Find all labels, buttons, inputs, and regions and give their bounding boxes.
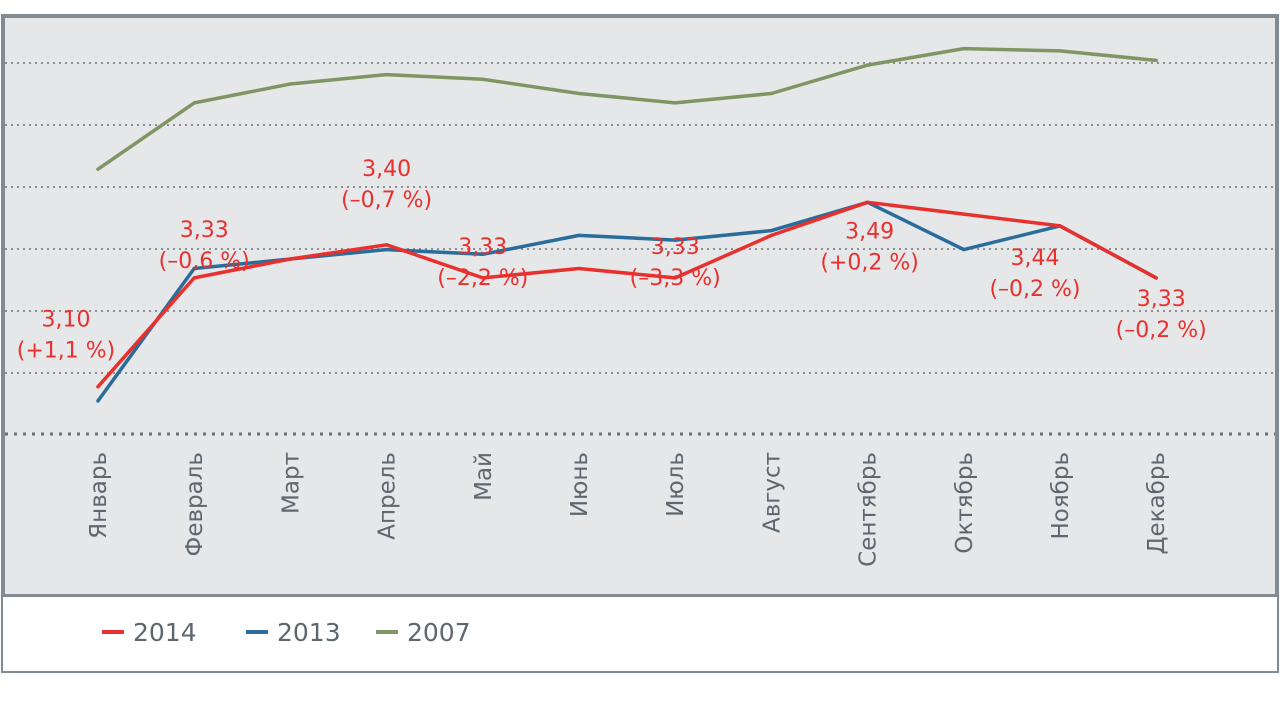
data-point-2014 [1154,276,1158,280]
series-lines [96,46,1158,403]
x-tick-label: Декабрь [1144,452,1170,554]
data-label-change: (–2,2 %) [437,266,528,291]
data-point-2013 [96,399,100,403]
data-point-2014 [96,385,100,389]
data-label-value: 3,33 [458,235,507,260]
data-point-2014 [192,276,196,280]
data-point-2014 [866,200,870,204]
x-tick-label: Июль [663,452,689,517]
data-point-2014 [769,233,774,237]
data-point-2014 [288,257,292,261]
data-point-2013 [385,247,389,252]
data-label-change: (–0,7 %) [341,188,432,213]
data-point-2007 [769,91,774,96]
data-label-change: (+0,2 %) [820,250,918,275]
data-labels: 3,10 (+1,1 %) 3,33 (–0,6 %) 3,40 (–0,7 %) 3,33… [17,157,1207,364]
data-point-2014 [1058,224,1062,228]
x-tick-label: Май [471,452,497,501]
legend-label: 2013 [277,618,341,647]
data-label-change: (+1,1 %) [17,339,115,364]
x-tick-label: Январь [86,452,112,539]
data-point-2007 [673,101,677,105]
data-label-value: 3,40 [362,157,411,182]
data-point-2014 [962,212,966,216]
data-point-2007 [962,46,966,51]
x-tick-label: Апрель [375,452,401,540]
data-point-2014 [481,276,485,280]
series-line-2014 [96,200,1158,389]
data-point-2014 [385,243,389,247]
data-label-value: 3,49 [845,219,894,244]
data-point-2014 [673,276,677,280]
data-point-2007 [1154,58,1158,62]
data-point-2007 [192,101,196,105]
x-tick-label: Февраль [182,452,208,556]
data-label-change: (–0,2 %) [1116,318,1207,343]
legend-label: 2007 [407,618,471,647]
data-point-2013 [673,238,677,242]
data-point-2014 [577,266,581,271]
data-label-value: 3,33 [180,218,229,243]
data-label-value: 3,33 [1137,287,1186,312]
series-line-2007 [96,46,1158,171]
x-tick-label: Август [759,452,785,533]
gridlines [5,62,1275,436]
plot-area [1,14,1279,598]
data-point-2007 [96,167,100,171]
legend-label: 2014 [133,618,197,647]
x-tick-label: Октябрь [952,452,978,554]
legend-area [1,595,1279,673]
data-point-2013 [962,247,966,252]
data-label-change: (–0,2 %) [989,277,1080,302]
data-label-change: (–0,6 %) [159,249,250,274]
data-point-2007 [1058,49,1062,53]
data-point-2013 [577,233,581,237]
data-point-2007 [481,77,485,81]
data-point-2013 [481,252,485,256]
data-point-2007 [866,63,870,67]
legend: 2014 2013 2007 [102,618,471,647]
data-point-2013 [192,266,196,271]
x-tick-label: Март [278,452,304,514]
data-label-value: 3,10 [42,308,91,333]
x-tick-label: Июнь [567,452,593,517]
data-label-value: 3,33 [651,235,700,260]
x-tick-label: Ноябрь [1048,452,1074,540]
data-label-value: 3,44 [1011,246,1060,271]
data-point-2007 [385,72,389,77]
data-point-2007 [288,82,292,86]
data-label-change: (–3,3 %) [630,266,721,291]
x-tick-label: Сентябрь [856,452,882,567]
data-point-2013 [769,229,774,233]
x-axis-labels: Январь Февраль Март Апрель Май Июнь Июль Август… [86,452,1170,567]
data-point-2007 [577,91,581,96]
